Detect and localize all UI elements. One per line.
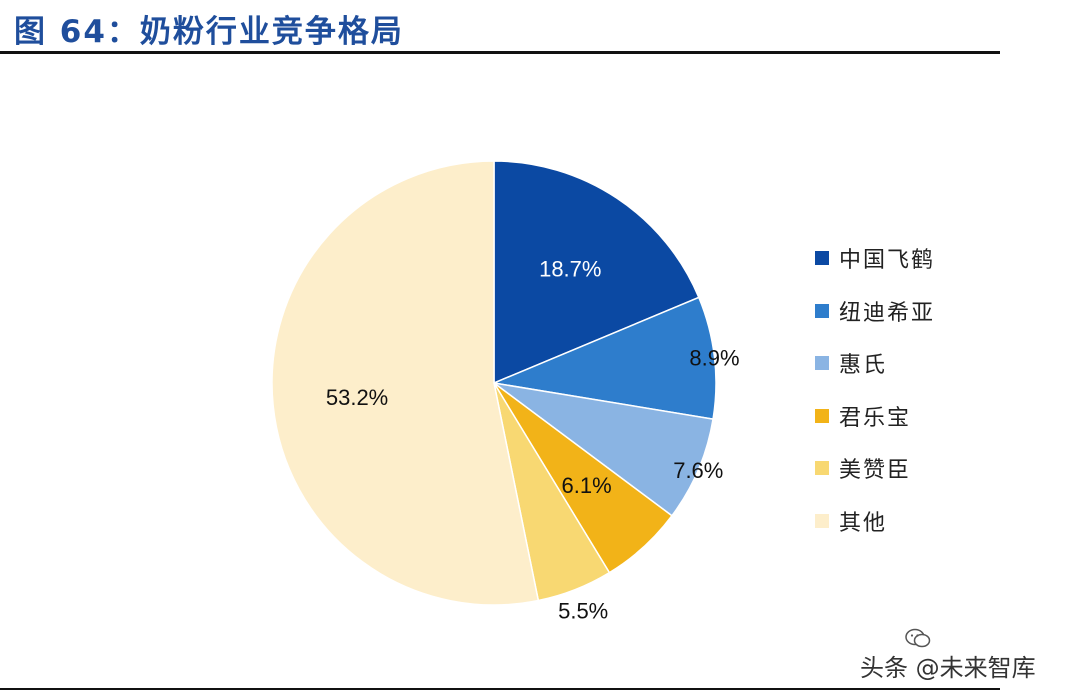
bottom-divider [0, 688, 1000, 690]
legend-swatch [815, 513, 829, 528]
pie-data-labels: 18.7% 8.9% 7.6% 6.1% 5.5% 53.2% [326, 256, 740, 623]
legend-item: 君乐宝 [815, 390, 935, 443]
legend-item: 其他 [815, 495, 935, 548]
legend-swatch [815, 408, 829, 423]
legend-item: 美赞臣 [815, 442, 935, 495]
pie-data-label-1: 18.7% [539, 256, 601, 281]
pie-slice-1 [493, 160, 700, 385]
pie-data-label-3: 7.6% [673, 458, 723, 483]
title-divider [0, 51, 1000, 54]
legend-label: 美赞臣 [839, 458, 912, 484]
legend-item: 惠氏 [815, 337, 935, 390]
pie-data-label-2: 8.9% [689, 345, 739, 370]
legend-swatch [815, 303, 829, 318]
wechat-logo-icon [905, 628, 931, 648]
legend-label: 君乐宝 [839, 405, 912, 431]
legend-label: 纽迪希亚 [839, 300, 936, 326]
pie-data-label-4: 6.1% [562, 473, 612, 498]
legend-swatch [815, 461, 829, 476]
pie-slices [271, 160, 717, 606]
pie-data-label-6: 53.2% [326, 385, 388, 410]
pie-slice-3 [493, 382, 714, 517]
legend-item: 中国飞鹤 [815, 232, 935, 285]
figure-title: 图 64：奶粉行业竞争格局 [14, 14, 404, 50]
chart-legend: 中国飞鹤纽迪希亚惠氏君乐宝美赞臣其他 [815, 232, 935, 547]
legend-label: 中国飞鹤 [839, 248, 936, 274]
watermark-text: 头条 @未来智库 [860, 654, 1036, 682]
legend-swatch [815, 251, 829, 266]
pie-data-label-5: 5.5% [558, 598, 608, 623]
legend-label: 惠氏 [839, 353, 888, 379]
legend-item: 纽迪希亚 [815, 285, 935, 338]
pie-slice-6 [271, 160, 540, 606]
legend-swatch [815, 356, 829, 371]
legend-label: 其他 [839, 510, 888, 536]
pie-slice-2 [491, 296, 717, 420]
